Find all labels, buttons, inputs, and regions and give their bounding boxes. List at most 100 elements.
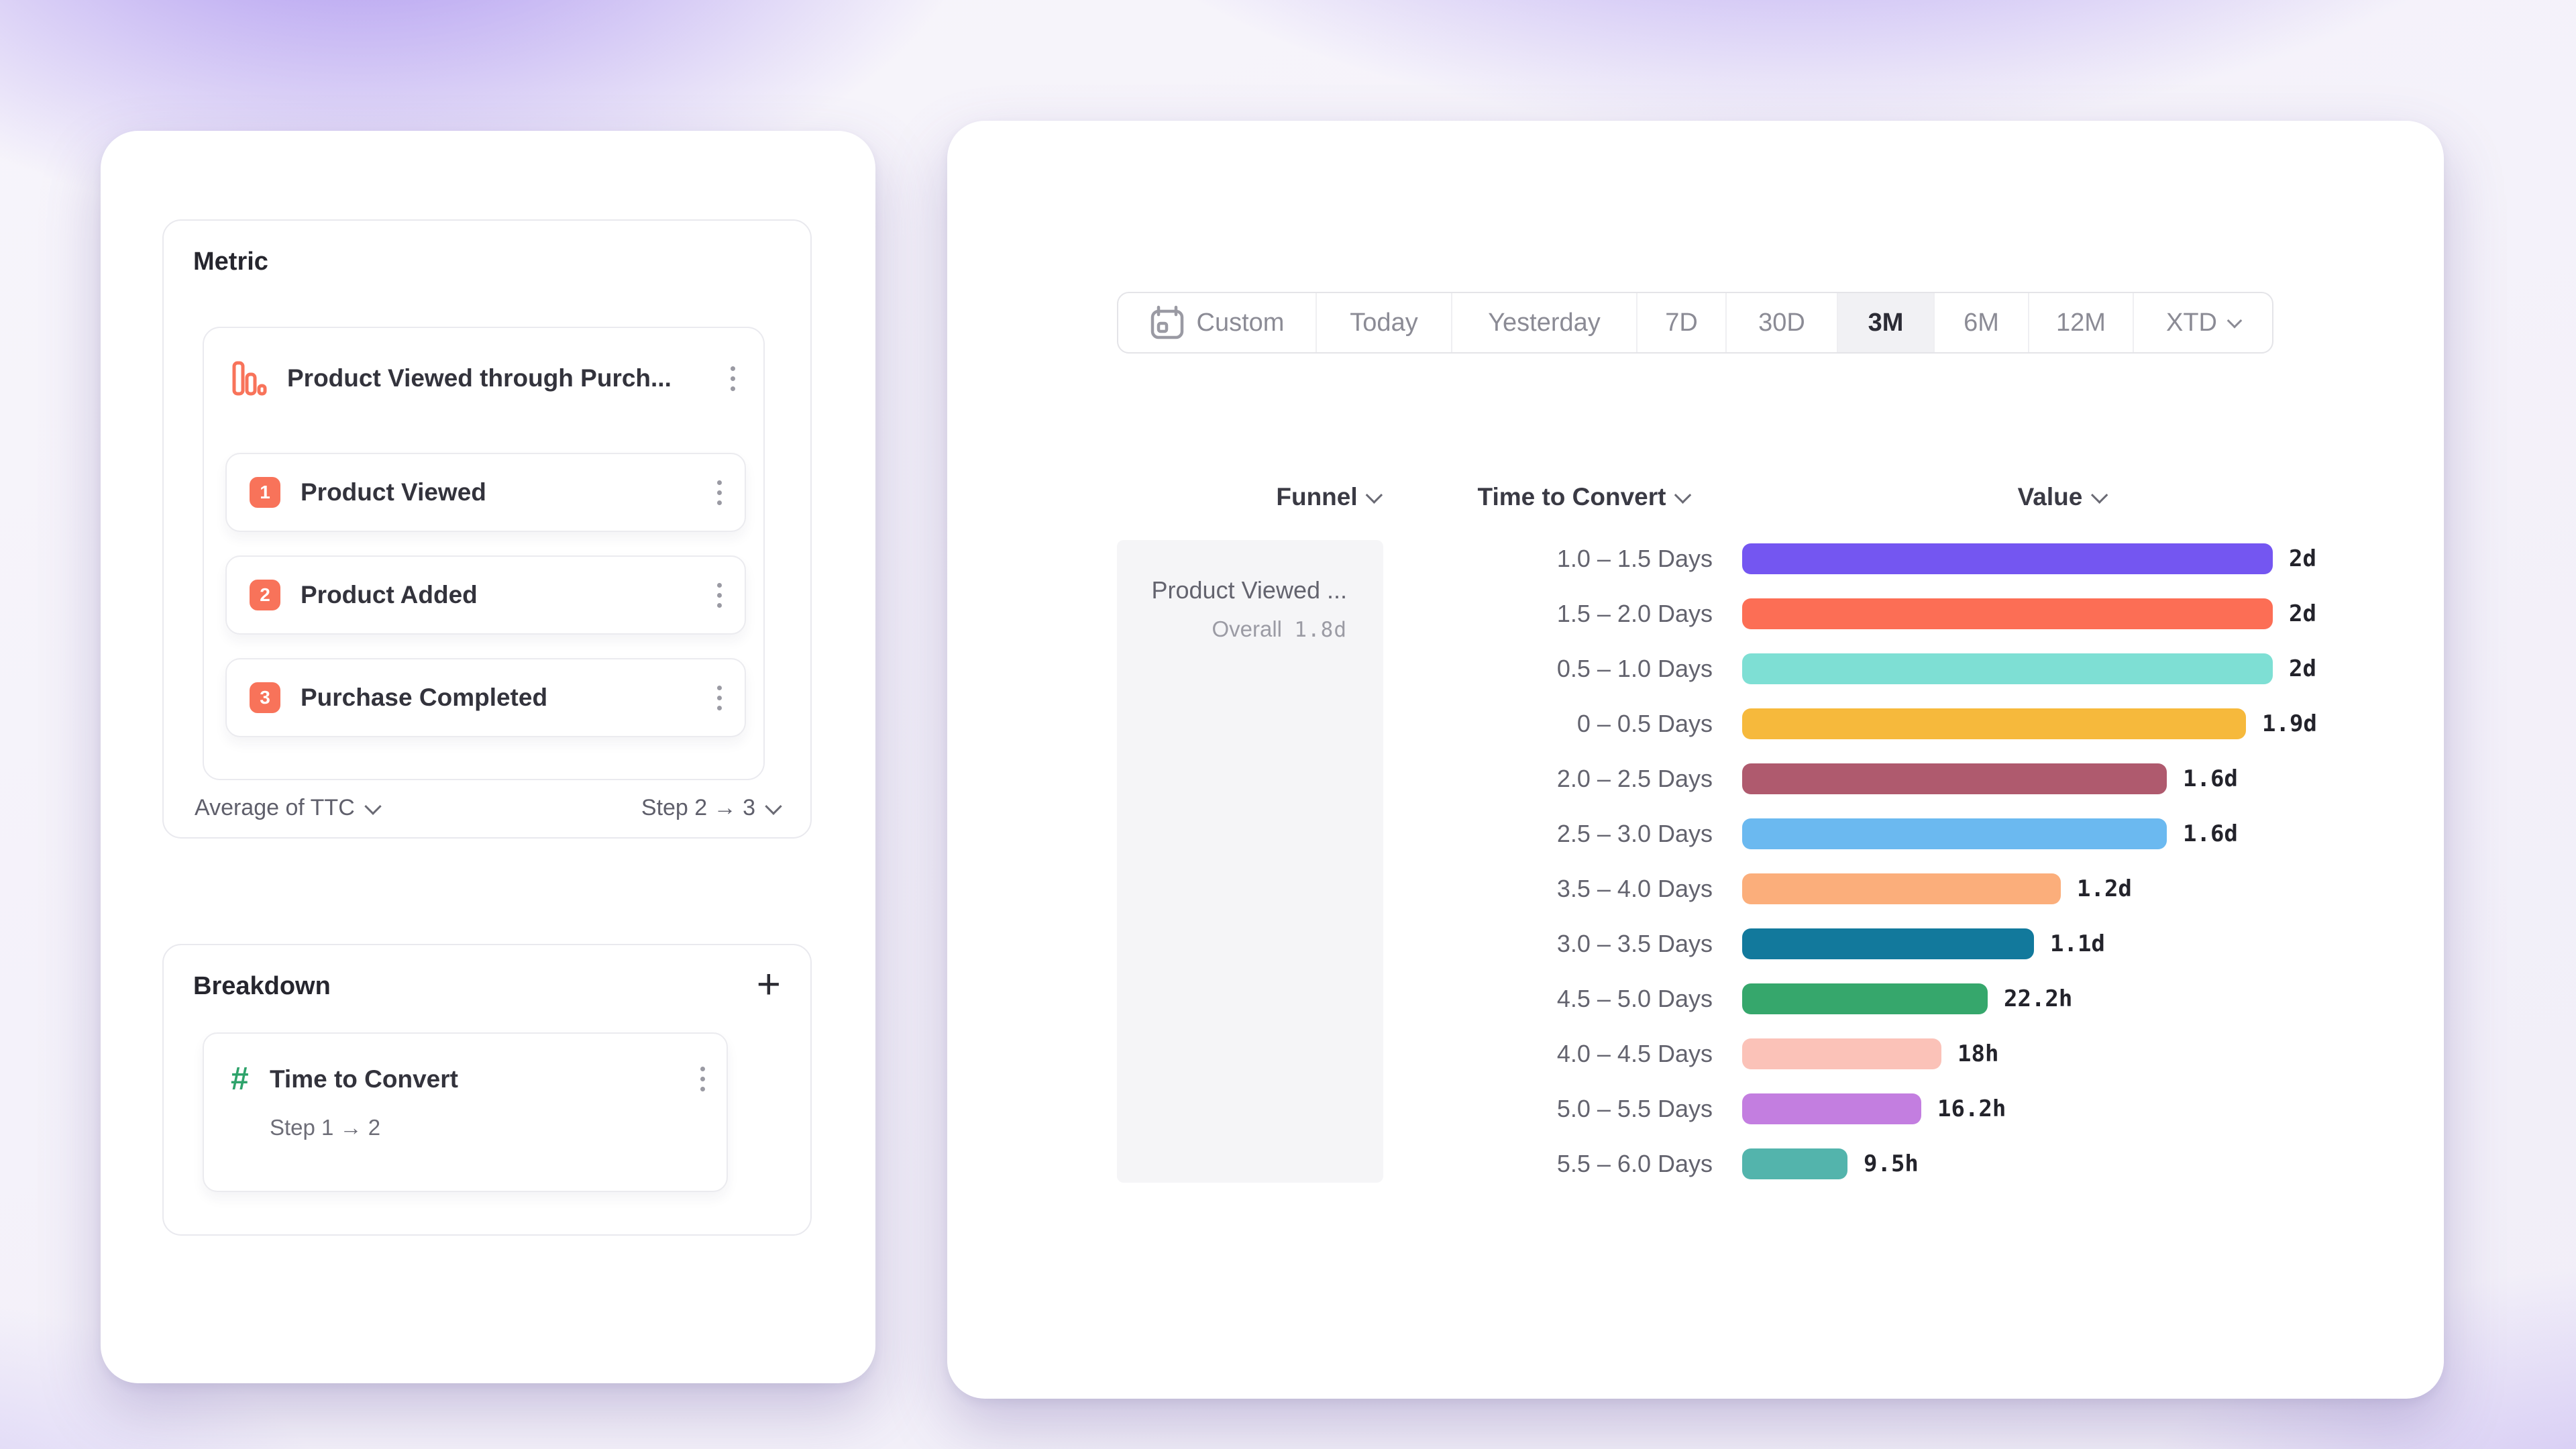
query-builder-card: Metric Product Viewed through Purch... 1… (101, 131, 875, 1383)
funnel-metric-group: Product Viewed through Purch... 1 Product… (203, 327, 765, 780)
date-option-xtd[interactable]: XTD (2134, 293, 2272, 352)
aggregation-selector[interactable]: Average of TTC (195, 795, 382, 821)
bucket-label: 4.5 – 5.0 Days (1556, 985, 1713, 1012)
step-number-badge: 2 (250, 580, 280, 610)
table-row: 3.0 – 3.5 Days 1.1d (1364, 916, 2317, 971)
table-row: 1.5 – 2.0 Days 2d (1364, 586, 2317, 641)
aggregation-label: Average of TTC (195, 795, 355, 820)
value-bar[interactable] (1742, 1148, 1847, 1179)
date-option-12m[interactable]: 12M (2029, 293, 2134, 352)
breakdown-panel-title: Breakdown (193, 972, 331, 1000)
chevron-down-icon (2090, 486, 2108, 504)
kebab-menu-icon[interactable] (715, 685, 723, 710)
value-bar[interactable] (1742, 928, 2034, 959)
step-label: Product Viewed (301, 478, 486, 506)
value-bar[interactable] (1742, 818, 2167, 849)
column-header-funnel[interactable]: Funnel (1276, 483, 1383, 511)
bucket-label: 5.5 – 6.0 Days (1556, 1150, 1713, 1177)
value-bar[interactable] (1742, 1038, 1941, 1069)
bucket-label: 1.5 – 2.0 Days (1556, 600, 1713, 627)
value-bar[interactable] (1742, 763, 2167, 794)
funnel-steps-list: 1 Product Viewed 2 Product Added 3 Purchase C… (204, 453, 763, 737)
chevron-down-icon (765, 797, 782, 815)
value-label: 22.2h (2004, 985, 2073, 1012)
metric-footer: Average of TTC Step 2 → 3 (164, 779, 810, 837)
kebab-menu-icon[interactable] (729, 366, 737, 391)
breakdown-panel: Breakdown + # Time to Convert Step 1 → 2 (162, 944, 812, 1236)
kebab-menu-icon[interactable] (715, 480, 723, 505)
value-label: 2d (2289, 600, 2316, 627)
report-card: Custom Today Yesterday 7D 30D 3M 6M 12M XTD Funn… (947, 121, 2444, 1399)
bucket-label: 2.5 – 3.0 Days (1556, 820, 1713, 847)
value-bar[interactable] (1742, 543, 2273, 574)
step-number-badge: 3 (250, 682, 280, 713)
bucket-label: 0.5 – 1.0 Days (1556, 655, 1713, 682)
value-bar[interactable] (1742, 653, 2273, 684)
funnel-cell: Product Viewed ... Overall 1.8d (1117, 540, 1383, 1183)
date-range-picker: Custom Today Yesterday 7D 30D 3M 6M 12M XTD (1117, 292, 2273, 354)
table-row: 4.0 – 4.5 Days 18h (1364, 1026, 2317, 1081)
value-bar[interactable] (1742, 983, 1988, 1014)
kebab-menu-icon[interactable] (698, 1067, 706, 1091)
step-label: Product Added (301, 581, 478, 608)
chevron-down-icon (1674, 486, 1692, 504)
bucket-label: 1.0 – 1.5 Days (1556, 545, 1713, 572)
value-bar[interactable] (1742, 873, 2061, 904)
column-header-value[interactable]: Value (2018, 483, 2108, 511)
date-option-custom[interactable]: Custom (1118, 293, 1317, 352)
bucket-label: 5.0 – 5.5 Days (1556, 1095, 1713, 1122)
funnel-chart-icon (232, 361, 267, 396)
value-bar[interactable] (1742, 598, 2273, 629)
table-row: 2.5 – 3.0 Days 1.6d (1364, 806, 2317, 861)
value-bar[interactable] (1742, 1093, 1921, 1124)
hash-number-icon: # (231, 1061, 249, 1097)
date-option-7d[interactable]: 7D (1638, 293, 1727, 352)
step-number-badge: 1 (250, 477, 280, 508)
chevron-down-icon (2226, 313, 2243, 329)
value-bar[interactable] (1742, 708, 2246, 739)
table-row: 2.0 – 2.5 Days 1.6d (1364, 751, 2317, 806)
chevron-down-icon (364, 797, 382, 815)
add-breakdown-button[interactable]: + (756, 961, 781, 1008)
value-label: 1.6d (2183, 820, 2238, 847)
table-row: 3.5 – 4.0 Days 1.2d (1364, 861, 2317, 916)
funnel-step[interactable]: 2 Product Added (225, 555, 746, 635)
date-option-today[interactable]: Today (1317, 293, 1452, 352)
column-header-time-to-convert[interactable]: Time to Convert (1478, 483, 1692, 511)
metric-panel: Metric Product Viewed through Purch... 1… (162, 219, 812, 839)
funnel-metric-title-row[interactable]: Product Viewed through Purch... (204, 341, 763, 415)
table-row: 4.5 – 5.0 Days 22.2h (1364, 971, 2317, 1026)
date-option-yesterday[interactable]: Yesterday (1452, 293, 1638, 352)
step-range-label: Step 2 → 3 (641, 795, 755, 820)
funnel-step[interactable]: 1 Product Viewed (225, 453, 746, 532)
metric-panel-title: Metric (193, 248, 268, 276)
table-row: 1.0 – 1.5 Days 2d (1364, 531, 2317, 586)
breakdown-item[interactable]: # Time to Convert Step 1 → 2 (203, 1032, 728, 1192)
value-label: 16.2h (1937, 1095, 2006, 1122)
table-row: 0.5 – 1.0 Days 2d (1364, 641, 2317, 696)
value-label: 1.2d (2077, 875, 2132, 902)
date-option-30d[interactable]: 30D (1727, 293, 1838, 352)
results-table: 1.0 – 1.5 Days 2d 1.5 – 2.0 Days 2d 0.5 – 1.… (1364, 531, 2317, 1191)
value-label: 2d (2289, 655, 2316, 682)
step-range-selector[interactable]: Step 2 → 3 (641, 795, 782, 821)
breakdown-item-sublabel: Step 1 → 2 (270, 1115, 381, 1140)
funnel-step[interactable]: 3 Purchase Completed (225, 658, 746, 737)
table-row: 5.5 – 6.0 Days 9.5h (1364, 1136, 2317, 1191)
step-label: Purchase Completed (301, 684, 548, 711)
table-row: 0 – 0.5 Days 1.9d (1364, 696, 2317, 751)
bucket-label: 0 – 0.5 Days (1576, 710, 1713, 737)
value-label: 2d (2289, 545, 2316, 572)
table-row: 5.0 – 5.5 Days 16.2h (1364, 1081, 2317, 1136)
value-label: 1.6d (2183, 765, 2238, 792)
date-option-6m[interactable]: 6M (1935, 293, 2029, 352)
date-option-3m[interactable]: 3M (1838, 293, 1935, 352)
kebab-menu-icon[interactable] (715, 582, 723, 608)
bucket-label: 3.0 – 3.5 Days (1556, 930, 1713, 957)
calendar-icon (1150, 305, 1183, 339)
value-label: 18h (1957, 1040, 1999, 1067)
funnel-cell-name: Product Viewed ... (1151, 576, 1348, 604)
value-label: 9.5h (1864, 1150, 1919, 1177)
funnel-metric-title: Product Viewed through Purch... (287, 364, 672, 392)
